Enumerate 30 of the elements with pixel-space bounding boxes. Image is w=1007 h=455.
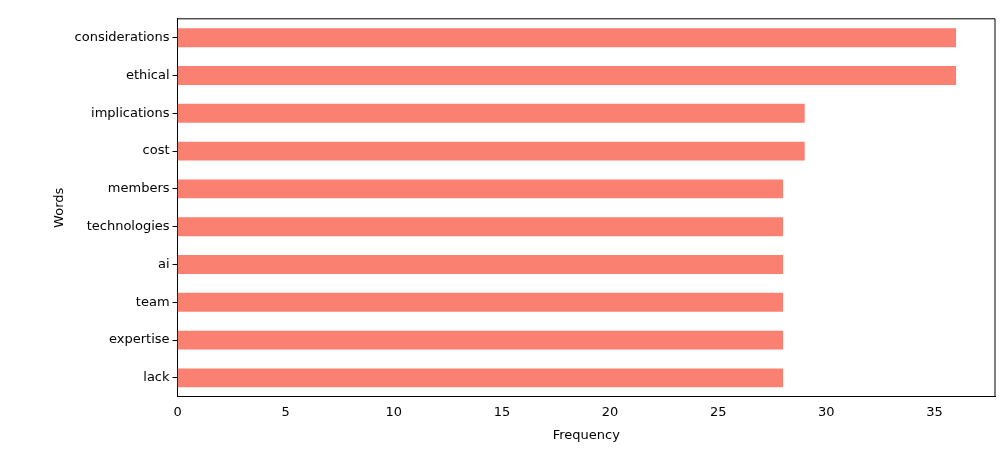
x-tick-label: 25 [709, 403, 727, 419]
y-tick-label: expertise [109, 331, 170, 347]
x-tick-label: 30 [818, 403, 835, 419]
x-tick-label: 5 [281, 403, 290, 419]
bar [177, 330, 784, 350]
bar [177, 368, 784, 388]
y-tick-label: implications [91, 104, 170, 120]
bar [177, 217, 784, 237]
bar [177, 179, 784, 199]
y-tick-label: lack [143, 369, 171, 385]
x-tick-label: 0 [173, 403, 182, 419]
y-tick-label: members [107, 180, 170, 196]
x-axis-title: Frequency [552, 426, 621, 442]
x-tick-label: 15 [493, 403, 511, 419]
y-tick-label: considerations [74, 29, 170, 45]
bar [177, 28, 957, 48]
y-tick-label: technologies [86, 218, 170, 234]
y-tick-label: ethical [125, 66, 170, 82]
bar [177, 141, 805, 161]
bar [177, 66, 957, 85]
bar [177, 103, 805, 123]
y-tick-label: ai [157, 255, 170, 271]
y-axis-title: Words [51, 187, 67, 228]
y-tick-label: team [135, 293, 170, 309]
x-tick-label: 20 [601, 403, 619, 419]
y-tick-label: cost [142, 142, 170, 158]
x-tick-label: 10 [385, 403, 403, 419]
x-tick-label: 35 [926, 403, 943, 419]
bar [177, 255, 784, 274]
bar [177, 292, 784, 312]
